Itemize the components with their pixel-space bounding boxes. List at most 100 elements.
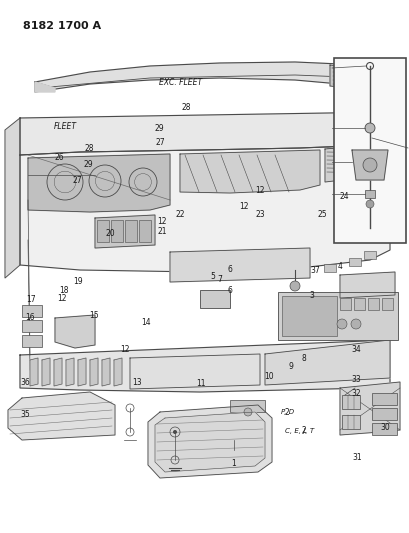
Bar [281, 296, 336, 336]
Text: 13: 13 [132, 378, 142, 387]
Text: 20: 20 [106, 229, 115, 238]
Polygon shape [148, 405, 271, 478]
Polygon shape [114, 358, 122, 386]
Bar [97, 220, 109, 242]
Text: 32: 32 [350, 389, 360, 398]
Text: P, D: P, D [280, 409, 293, 415]
Bar [341, 395, 359, 409]
Text: 23: 23 [255, 210, 265, 219]
Text: 24: 24 [339, 192, 348, 200]
Text: 5: 5 [210, 272, 215, 280]
Text: 12: 12 [157, 217, 166, 225]
Circle shape [362, 158, 376, 172]
Circle shape [243, 408, 252, 416]
Text: 37: 37 [310, 266, 320, 275]
Polygon shape [180, 150, 319, 193]
Polygon shape [54, 358, 62, 386]
Polygon shape [102, 358, 110, 386]
Bar [139, 220, 151, 242]
Polygon shape [66, 358, 74, 386]
Polygon shape [90, 358, 98, 386]
Polygon shape [20, 142, 389, 272]
Text: 36: 36 [20, 378, 30, 387]
Bar [200, 290, 229, 308]
Text: 9: 9 [288, 362, 293, 371]
Circle shape [350, 319, 360, 329]
Bar [323, 264, 335, 272]
Polygon shape [155, 412, 264, 472]
Text: EXC. FLEET: EXC. FLEET [159, 78, 202, 87]
Bar [364, 190, 374, 198]
Bar [125, 220, 137, 242]
Text: C, E, J, T: C, E, J, T [284, 427, 313, 434]
Text: 1: 1 [231, 459, 236, 468]
Polygon shape [130, 354, 259, 389]
Bar [348, 258, 360, 266]
Circle shape [365, 200, 373, 208]
Text: 11: 11 [196, 379, 205, 388]
Polygon shape [78, 358, 86, 386]
Bar [341, 415, 359, 429]
Circle shape [364, 123, 374, 133]
Bar [371, 423, 396, 435]
Text: 17: 17 [26, 295, 36, 304]
Text: 22: 22 [175, 210, 185, 219]
Text: 6: 6 [227, 265, 231, 273]
Text: 4: 4 [337, 262, 342, 271]
Polygon shape [30, 358, 38, 386]
Text: 26: 26 [54, 153, 64, 161]
Bar [22, 305, 42, 317]
Text: 7: 7 [216, 276, 221, 284]
Polygon shape [339, 272, 394, 298]
Text: 2: 2 [300, 426, 305, 435]
Text: 14: 14 [140, 318, 150, 327]
Text: FLEET: FLEET [53, 123, 76, 131]
Text: 15: 15 [89, 311, 99, 320]
Bar [339, 298, 350, 310]
Bar [22, 320, 42, 332]
Text: 19: 19 [73, 277, 83, 286]
Circle shape [173, 430, 177, 434]
Text: 29: 29 [154, 125, 164, 133]
Polygon shape [20, 112, 389, 155]
Circle shape [336, 319, 346, 329]
Text: 21: 21 [157, 228, 166, 236]
Bar [333, 58, 405, 243]
Text: 8: 8 [300, 354, 305, 362]
Text: 3: 3 [308, 292, 313, 300]
Text: 25: 25 [316, 210, 326, 219]
Polygon shape [42, 358, 50, 386]
Text: 30: 30 [380, 423, 389, 432]
Text: 27: 27 [72, 176, 82, 184]
Text: 12: 12 [120, 345, 130, 353]
Polygon shape [324, 144, 384, 182]
Text: 33: 33 [350, 375, 360, 384]
Text: 34: 34 [350, 345, 360, 353]
Bar [111, 220, 123, 242]
Polygon shape [20, 340, 389, 392]
Polygon shape [28, 154, 170, 212]
Polygon shape [329, 65, 384, 92]
Bar [371, 408, 396, 420]
Bar [363, 251, 375, 259]
Text: 28: 28 [181, 103, 191, 112]
Polygon shape [35, 62, 389, 92]
Text: 29: 29 [83, 160, 93, 168]
Polygon shape [95, 215, 155, 248]
Text: 10: 10 [263, 372, 273, 381]
Text: 12: 12 [238, 203, 248, 211]
Polygon shape [35, 82, 55, 92]
Polygon shape [264, 340, 389, 385]
Polygon shape [5, 118, 20, 278]
Text: 12: 12 [56, 294, 66, 303]
Polygon shape [55, 315, 95, 348]
Bar [367, 298, 378, 310]
Text: 2: 2 [284, 408, 289, 416]
Text: 6: 6 [227, 286, 231, 295]
Bar [353, 298, 364, 310]
Text: 35: 35 [20, 410, 30, 419]
Text: 27: 27 [155, 139, 164, 147]
Bar [277, 292, 397, 340]
Text: 16: 16 [25, 313, 34, 321]
Polygon shape [170, 248, 309, 282]
